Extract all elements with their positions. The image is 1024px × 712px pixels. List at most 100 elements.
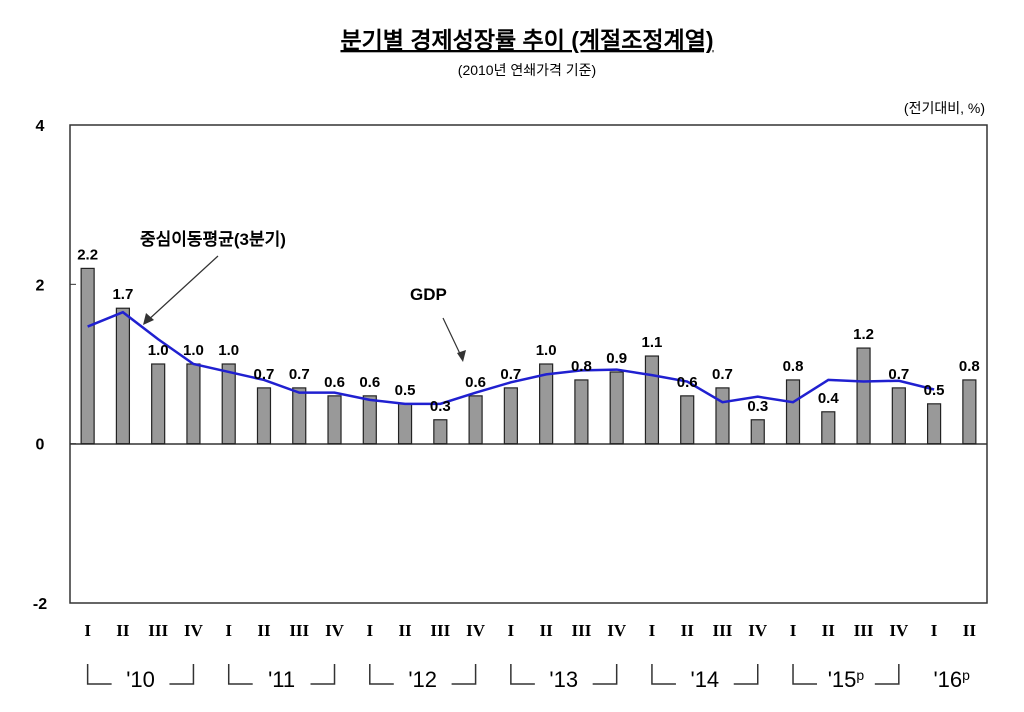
gdp-bar: [399, 404, 412, 444]
bar-data-label: 0.8: [571, 358, 592, 375]
quarter-label: III: [430, 621, 450, 640]
quarter-label: III: [148, 621, 168, 640]
gdp-bar: [222, 364, 235, 444]
year-label: '14: [691, 667, 720, 692]
gdp-bar: [152, 364, 165, 444]
gdp-bar: [716, 388, 729, 444]
y-tick-label: 2: [36, 277, 45, 294]
bar-data-label: 0.6: [324, 374, 345, 391]
bar-data-label: 0.8: [959, 358, 980, 375]
bar-data-label: 0.5: [395, 382, 416, 399]
bar-data-label: 0.3: [430, 398, 451, 415]
year-bracket-right: [169, 664, 193, 684]
quarter-label: I: [790, 621, 797, 640]
quarter-label: III: [854, 621, 874, 640]
year-label: '16p: [933, 667, 970, 692]
gdp-bar: [504, 388, 517, 444]
quarter-label: II: [822, 621, 836, 640]
gdp-bar: [787, 380, 800, 444]
gdp-bar: [434, 420, 447, 444]
gdp-bar: [928, 404, 941, 444]
gdp-bar: [751, 420, 764, 444]
y-tick-label: 0: [36, 437, 45, 454]
quarter-label: I: [931, 621, 938, 640]
quarter-label: I: [649, 621, 656, 640]
bar-data-label: 1.0: [183, 342, 204, 359]
gdp-bar: [257, 388, 270, 444]
gdp-annotation: GDP: [410, 285, 447, 304]
bar-data-label: 0.6: [359, 374, 380, 391]
year-bracket-left: [229, 664, 253, 684]
year-bracket-right: [734, 664, 758, 684]
year-bracket-right: [311, 664, 335, 684]
year-bracket-left: [793, 664, 817, 684]
bar-data-label: 0.4: [818, 390, 840, 407]
year-label: '10: [126, 667, 155, 692]
ma-arrowhead: [143, 313, 154, 325]
year-group: '13: [511, 664, 617, 692]
quarter-label: I: [225, 621, 232, 640]
bar-data-label: 0.7: [712, 366, 733, 383]
year-label: '15p: [828, 667, 865, 692]
year-group: '12: [370, 664, 476, 692]
quarter-label: IV: [466, 621, 486, 640]
year-bracket-left: [88, 664, 112, 684]
gdp-bar: [822, 412, 835, 444]
gdp-bar: [963, 380, 976, 444]
quarter-label: II: [257, 621, 271, 640]
quarter-label: IV: [325, 621, 345, 640]
quarter-label: II: [681, 621, 695, 640]
year-bracket-right: [593, 664, 617, 684]
bar-data-label: 1.1: [642, 334, 663, 351]
gdp-bar: [892, 388, 905, 444]
gdp-bar: [187, 364, 200, 444]
quarter-label: IV: [184, 621, 204, 640]
year-bracket-right: [875, 664, 899, 684]
quarter-label: I: [84, 621, 91, 640]
year-label: '13: [549, 667, 578, 692]
year-group: '10: [88, 664, 194, 692]
gdp-annotation-arrow: [443, 318, 462, 358]
year-label: '12: [408, 667, 437, 692]
bar-data-label: 1.7: [112, 286, 133, 303]
bar-data-label: 0.6: [677, 374, 698, 391]
chart-subtitle: (2010년 연쇄가격 기준): [458, 62, 596, 78]
year-group: '14: [652, 664, 758, 692]
plot-area: [70, 125, 987, 603]
year-group: '15p: [793, 664, 899, 692]
unit-label: (전기대비, %): [904, 100, 985, 116]
quarter-label: I: [366, 621, 373, 640]
quarter-label: IV: [889, 621, 909, 640]
quarter-label: II: [963, 621, 977, 640]
bar-data-label: 0.7: [888, 366, 909, 383]
bar-data-label: 0.6: [465, 374, 486, 391]
gdp-bar: [610, 372, 623, 444]
quarter-label: IV: [607, 621, 627, 640]
gdp-bar: [469, 396, 482, 444]
quarter-label: II: [398, 621, 412, 640]
bar-data-label: 0.5: [924, 382, 945, 399]
bar-data-label: 0.7: [254, 366, 275, 383]
year-label: '11: [268, 667, 295, 692]
gdp-bar: [81, 268, 94, 443]
ma-annotation: 중심이동평균(3분기): [140, 230, 286, 249]
year-group: '16p: [933, 667, 970, 692]
quarter-label: III: [713, 621, 733, 640]
bar-data-label: 0.9: [606, 350, 627, 367]
gdp-bar: [681, 396, 694, 444]
y-tick-label: 4: [36, 118, 45, 135]
year-bracket-left: [370, 664, 394, 684]
quarter-label: II: [540, 621, 554, 640]
gdp-bar: [857, 348, 870, 444]
quarter-label: III: [289, 621, 309, 640]
bar-data-label: 1.0: [536, 342, 557, 359]
bar-data-label: 0.7: [289, 366, 310, 383]
gdp-bar: [575, 380, 588, 444]
gdp-bar: [645, 356, 658, 444]
bar-data-label: 1.2: [853, 326, 874, 343]
gdp-bar: [293, 388, 306, 444]
year-group: '11: [229, 664, 335, 692]
gdp-bar: [328, 396, 341, 444]
gdp-bar: [116, 308, 129, 443]
